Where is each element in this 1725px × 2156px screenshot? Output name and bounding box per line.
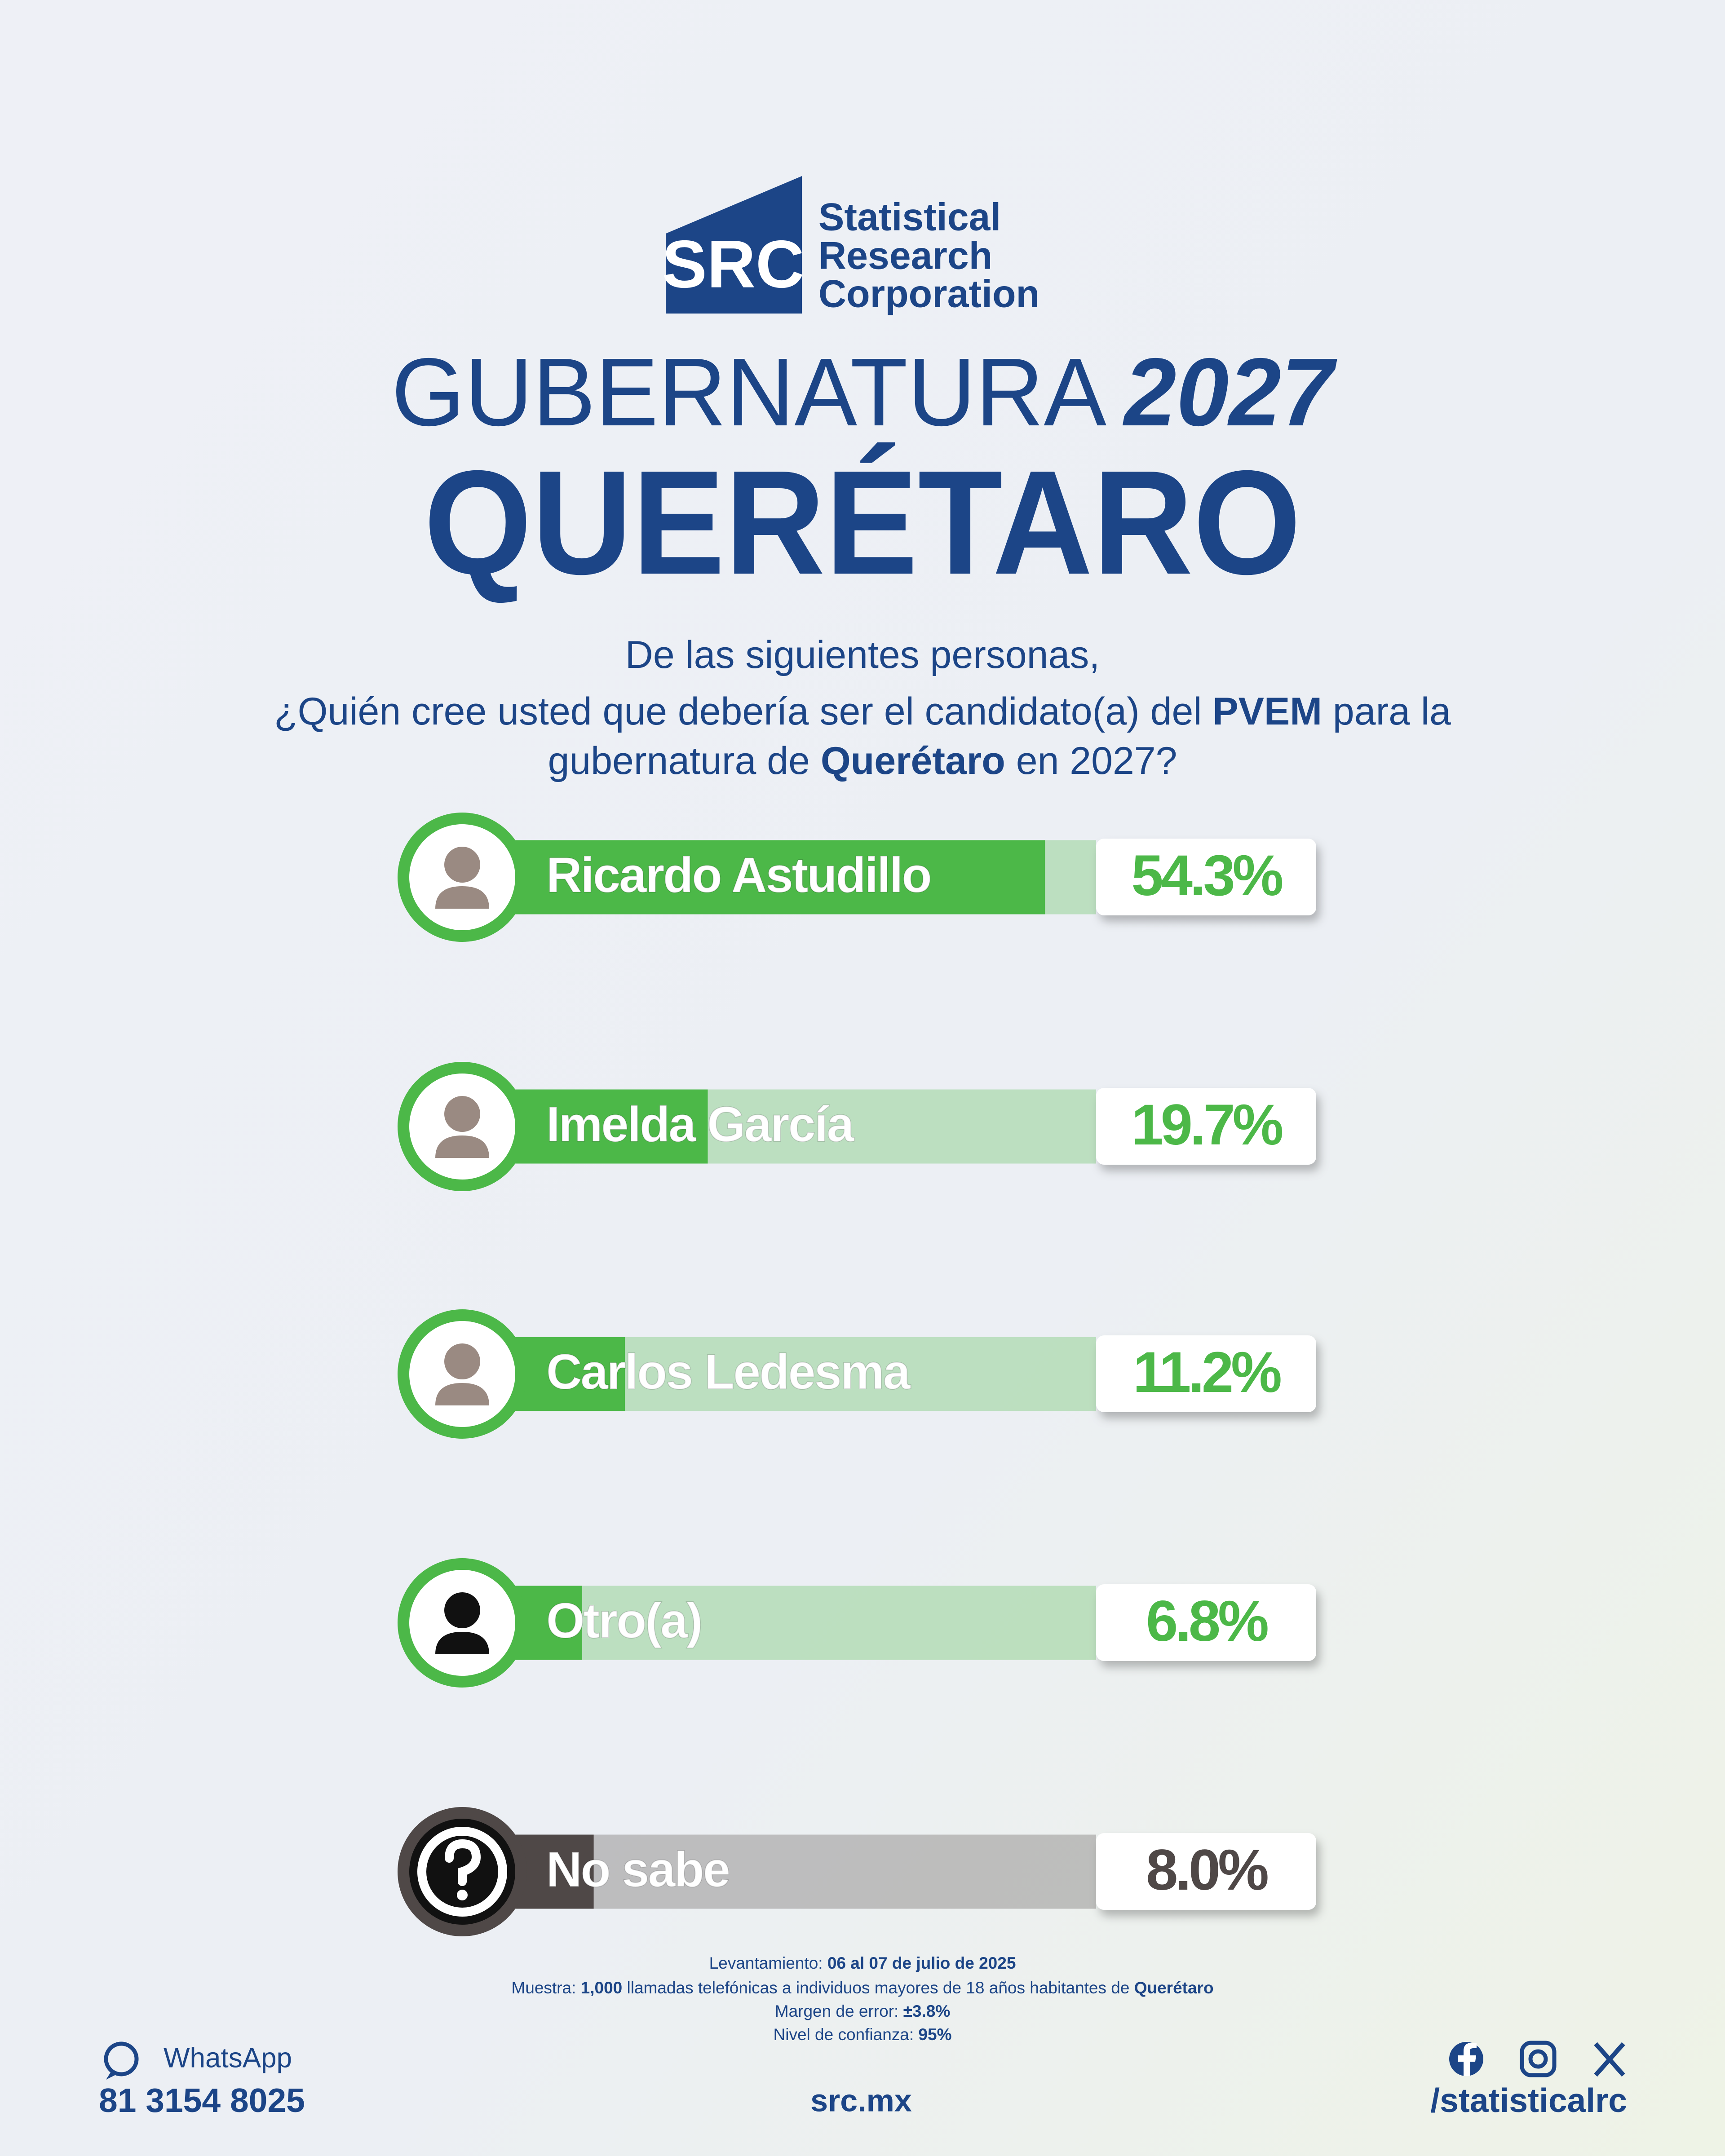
- text-segment: Nivel de confianza:: [774, 2025, 919, 2044]
- bar-row: Carlos Ledesma 11.2%: [398, 1309, 1316, 1439]
- note-line: Nivel de confianza: 95%: [774, 2025, 952, 2044]
- category-label: Otro(a): [546, 1593, 702, 1648]
- instagram-icon[interactable]: [1520, 2041, 1557, 2077]
- whatsapp-ring: [104, 2041, 139, 2076]
- category-label: Ricardo Astudillo: [546, 848, 931, 903]
- bar-track: [498, 1586, 1096, 1660]
- avatar-head: [444, 1343, 480, 1379]
- value-label: 11.2%: [1133, 1340, 1281, 1405]
- category-label: Imelda García: [546, 1097, 854, 1152]
- footer: WhatsApp 81 3154 8025 src.mx /statistica…: [99, 2041, 1627, 2119]
- title: GUBERNATURA2027: [392, 338, 1337, 446]
- text-segment: 06 al 07 de julio de 2025: [827, 1954, 1016, 1972]
- avatar-head: [444, 1096, 480, 1132]
- phone[interactable]: 81 3154 8025: [99, 2081, 305, 2119]
- note-line: Muestra: 1,000 llamadas telefónicas a in…: [511, 1979, 1213, 1997]
- value-label: 54.3%: [1132, 844, 1283, 908]
- value-box: [1096, 1833, 1316, 1910]
- whatsapp-tail: [106, 2072, 115, 2080]
- value-box: [1096, 1584, 1316, 1661]
- facebook-f: [1458, 2043, 1477, 2076]
- question-icon-dot: [457, 1890, 468, 1900]
- logo-block: [666, 176, 802, 314]
- bar-row: Otro(a) 6.8%: [398, 1558, 1316, 1688]
- question-line: gubernatura de Querétaro en 2027?: [548, 739, 1177, 782]
- text-segment: gubernatura de: [548, 739, 821, 782]
- logo: SRC Statistical Research Corporation: [662, 176, 1039, 316]
- avatar-body: [435, 1383, 489, 1405]
- whatsapp-label: WhatsApp: [164, 2042, 292, 2073]
- avatar-head: [444, 1592, 480, 1628]
- question: De las siguientes personas, ¿Quién cree u…: [274, 633, 1451, 782]
- notes: Levantamiento: 06 al 07 de julio de 2025…: [511, 1954, 1213, 2044]
- bar: [498, 840, 1045, 915]
- note-line: Levantamiento: 06 al 07 de julio de 2025: [709, 1954, 1016, 1972]
- bar-row: Ricardo Astudillo 54.3%: [398, 813, 1316, 942]
- website[interactable]: src.mx: [810, 2083, 912, 2118]
- text-segment: PVEM: [1212, 690, 1322, 733]
- question-line: De las siguientes personas,: [625, 633, 1100, 676]
- instagram-lens: [1528, 2049, 1548, 2069]
- whatsapp-icon: [104, 2041, 139, 2080]
- avatar-body: [435, 1632, 489, 1654]
- value-box: [1096, 839, 1316, 915]
- brand-line: Statistical: [818, 196, 1001, 239]
- social-icons: [1449, 2041, 1625, 2077]
- value-box: [1096, 1088, 1316, 1165]
- text-segment: Levantamiento:: [709, 1954, 827, 1972]
- bar-row: Imelda García 19.7%: [398, 1062, 1316, 1191]
- value-label: 8.0%: [1146, 1838, 1268, 1902]
- bar: [498, 1089, 708, 1164]
- brand-line: Research: [818, 234, 992, 278]
- value-label: 6.8%: [1146, 1589, 1268, 1653]
- value-box: [1096, 1335, 1316, 1412]
- text-segment: Querétaro: [1134, 1979, 1214, 1997]
- text-segment: Margen de error:: [775, 2002, 903, 2020]
- text-segment: De las siguientes personas,: [625, 633, 1100, 676]
- text-segment: Querétaro: [821, 739, 1005, 782]
- note-line: Margen de error: ±3.8%: [775, 2002, 951, 2020]
- bar-row: No sabe 8.0%: [398, 1807, 1316, 1936]
- question-line: ¿Quién cree usted que debería ser el can…: [274, 690, 1451, 733]
- category-label: Carlos Ledesma: [546, 1344, 911, 1400]
- social-handle[interactable]: /statisticalrc: [1430, 2081, 1627, 2119]
- title-light: GUBERNATURA: [392, 338, 1107, 446]
- avatar-head: [444, 847, 480, 883]
- bar-track: [498, 1834, 1096, 1909]
- logo-mark: SRC: [662, 226, 805, 302]
- text-segment: ¿Quién cree usted que debería ser el can…: [274, 690, 1212, 733]
- title-year: 2027: [1122, 338, 1337, 446]
- text-segment: para la: [1322, 690, 1451, 733]
- avatar-body: [435, 886, 489, 909]
- avatar-body: [435, 1135, 489, 1158]
- text-segment: ±3.8%: [903, 2002, 951, 2020]
- state-title: QUERÉTARO: [424, 439, 1301, 605]
- chart: Ricardo Astudillo 54.3% Imelda García 19.7%…: [398, 813, 1316, 1936]
- text-segment: en 2027?: [1005, 739, 1177, 782]
- brand-line: Corporation: [818, 273, 1039, 316]
- text-segment: llamadas telefónicas a individuos mayore…: [622, 1979, 1134, 1997]
- value-label: 19.7%: [1132, 1093, 1283, 1157]
- text-segment: 95%: [918, 2025, 951, 2044]
- category-label: No sabe: [546, 1842, 729, 1897]
- text-segment: Muestra:: [511, 1979, 580, 1997]
- x-icon[interactable]: [1594, 2042, 1625, 2077]
- text-segment: 1,000: [581, 1979, 623, 1997]
- question-icon-mark: [445, 1839, 481, 1886]
